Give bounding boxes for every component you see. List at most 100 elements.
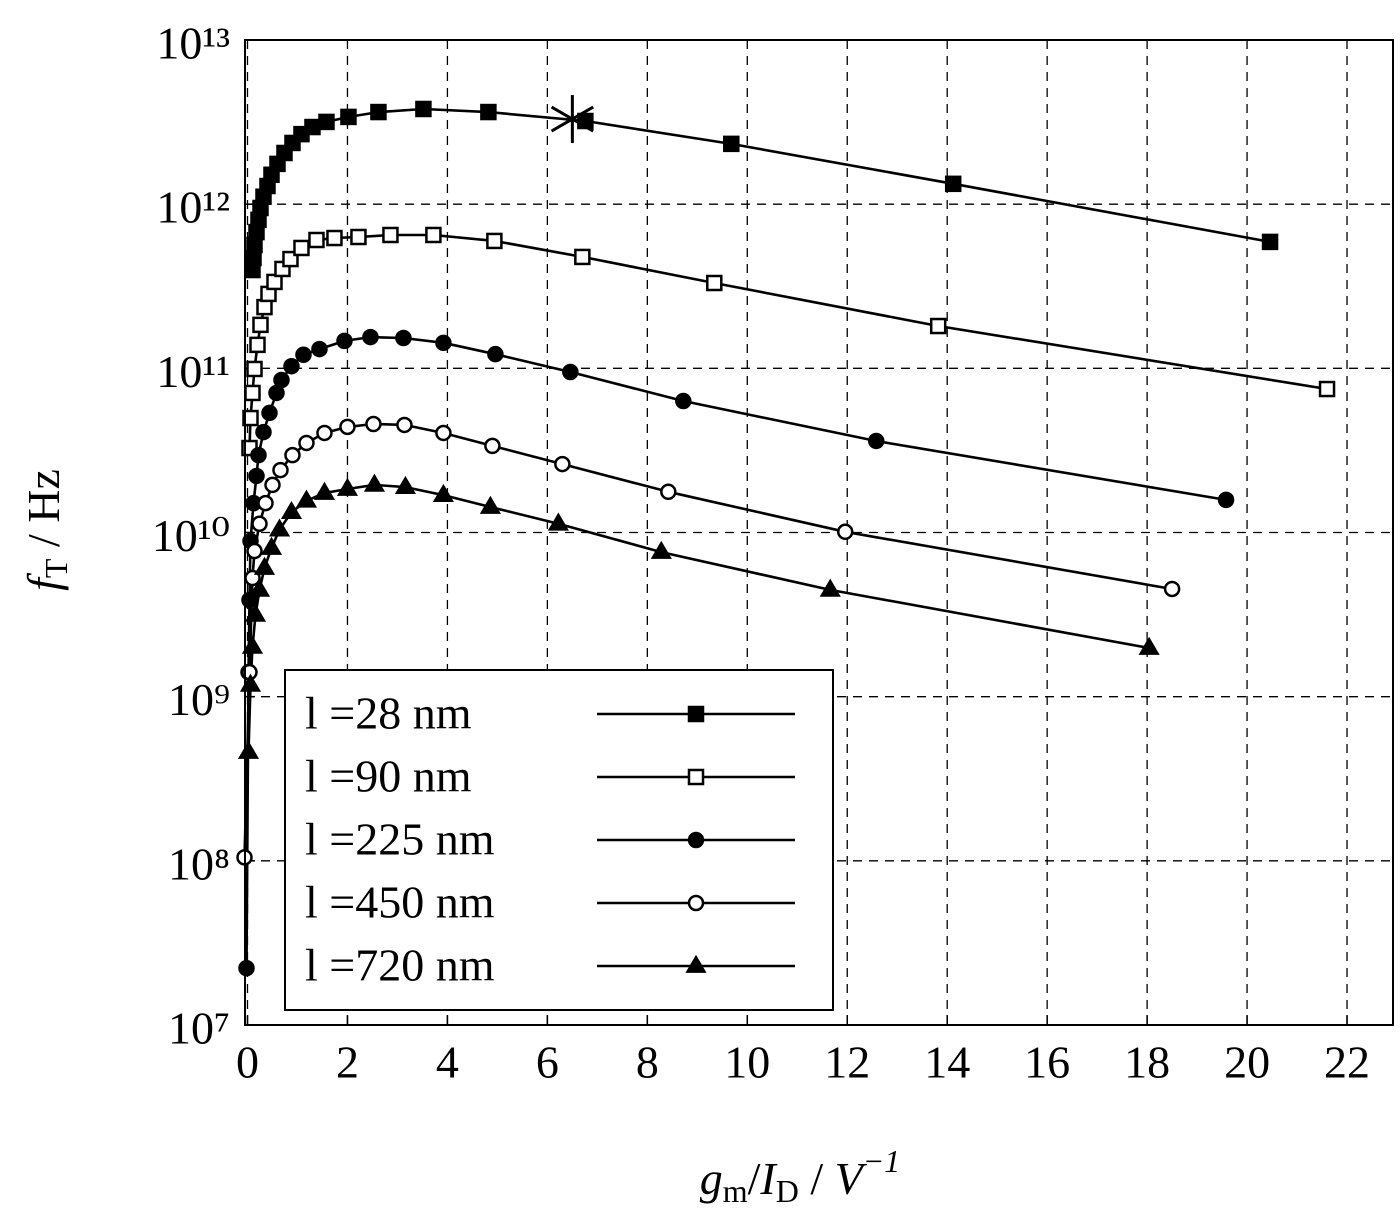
x-tick-label: 8 — [636, 1037, 659, 1088]
x-tick-label: 10 — [724, 1037, 770, 1088]
marker — [685, 954, 707, 973]
x-tick-label: 2 — [336, 1037, 359, 1088]
marker — [304, 118, 321, 136]
marker — [362, 328, 379, 346]
legend-label: l =28 nm — [305, 688, 472, 739]
x-tick-label: 20 — [1224, 1037, 1270, 1088]
marker — [244, 603, 267, 622]
marker — [363, 473, 386, 492]
marker — [264, 476, 281, 494]
marker — [253, 556, 276, 575]
marker — [283, 357, 300, 375]
legend-label: l =90 nm — [305, 751, 472, 802]
marker — [256, 298, 273, 316]
marker — [298, 434, 315, 452]
marker — [867, 432, 885, 450]
label-part: V — [835, 1153, 868, 1204]
marker — [255, 423, 272, 441]
y-tick-label: 10⁷ — [168, 1003, 230, 1054]
x-tick-label: 16 — [1024, 1037, 1070, 1088]
marker — [340, 108, 357, 126]
marker — [574, 248, 591, 266]
marker — [350, 228, 367, 246]
marker — [336, 477, 359, 496]
y-axis-label: fT / Hz — [18, 469, 75, 591]
marker — [479, 495, 501, 514]
marker — [244, 384, 261, 402]
marker — [370, 103, 387, 121]
marker — [395, 329, 412, 347]
marker — [396, 416, 413, 434]
marker — [239, 673, 262, 692]
x-tick-label: 6 — [536, 1037, 559, 1088]
marker — [1217, 491, 1235, 509]
marker — [723, 135, 740, 153]
marker — [675, 392, 692, 410]
x-tick-label: 22 — [1324, 1037, 1370, 1088]
marker — [432, 483, 454, 502]
y-tick-label: 10⁸ — [168, 838, 230, 889]
marker — [836, 523, 854, 541]
marker — [268, 518, 291, 537]
marker — [484, 437, 501, 455]
series-line — [248, 233, 1328, 449]
marker — [250, 446, 267, 464]
x-tick-label: 12 — [824, 1037, 870, 1088]
marker — [273, 371, 290, 389]
marker — [241, 635, 264, 654]
marker — [394, 475, 417, 494]
marker — [238, 959, 255, 977]
marker — [486, 232, 503, 250]
label-part: m — [723, 1173, 748, 1209]
marker — [929, 317, 947, 335]
marker — [326, 229, 343, 247]
marker — [650, 540, 672, 559]
marker — [246, 542, 263, 560]
y-tick-label: 10¹¹ — [156, 346, 230, 397]
y-tick-label: 10¹² — [156, 182, 230, 233]
marker — [687, 831, 705, 849]
marker — [487, 345, 504, 363]
marker — [562, 363, 579, 381]
label-part: I — [759, 1153, 778, 1204]
plot-frame — [244, 39, 1394, 1026]
x-tick-label: 14 — [924, 1037, 970, 1088]
label-part: / — [799, 1153, 835, 1204]
marker — [425, 226, 442, 244]
marker — [257, 494, 274, 512]
label-part: / Hz — [18, 469, 69, 558]
marker — [316, 424, 333, 442]
marker — [1318, 380, 1336, 398]
marker — [944, 175, 962, 193]
marker — [1163, 580, 1181, 598]
marker — [311, 340, 328, 358]
marker — [660, 483, 677, 501]
marker — [280, 500, 303, 520]
label-part: D — [776, 1173, 799, 1209]
marker — [260, 536, 283, 555]
label-part: T — [38, 558, 74, 578]
marker — [687, 705, 705, 723]
marker — [547, 512, 569, 531]
y-tick-label: 10¹⁰ — [152, 510, 230, 561]
marker — [284, 446, 301, 464]
marker — [687, 894, 705, 912]
x-tick-label: 18 — [1124, 1037, 1170, 1088]
label-part: / — [748, 1153, 761, 1204]
marker — [293, 239, 310, 257]
marker — [272, 461, 289, 479]
marker — [1261, 233, 1279, 251]
x-tick-label: 4 — [436, 1037, 459, 1088]
marker — [318, 113, 335, 131]
marker — [554, 455, 571, 473]
marker — [480, 103, 497, 121]
marker — [313, 481, 336, 500]
marker — [687, 768, 705, 786]
marker — [251, 515, 268, 533]
marker — [365, 415, 382, 433]
marker — [339, 418, 356, 436]
marker — [242, 409, 259, 427]
marker — [435, 334, 452, 352]
marker — [435, 424, 452, 442]
